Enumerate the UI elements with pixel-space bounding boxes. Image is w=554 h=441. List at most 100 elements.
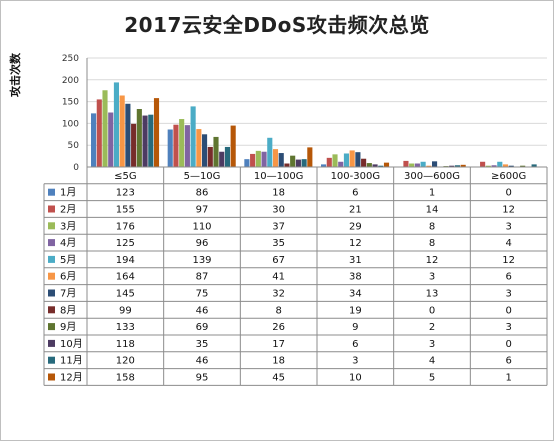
data-label: 69 — [196, 322, 209, 333]
data-label: 13 — [426, 289, 439, 300]
data-label: 4 — [429, 356, 435, 367]
data-label: 6 — [352, 339, 358, 350]
data-label: 3 — [505, 221, 511, 232]
bar — [244, 159, 250, 167]
data-label: 5 — [429, 373, 435, 384]
legend-swatch — [48, 255, 55, 263]
bar — [449, 165, 455, 167]
legend-swatch — [48, 339, 55, 347]
data-label: 0 — [505, 305, 511, 316]
data-label: 1 — [429, 188, 435, 199]
bar — [414, 163, 420, 167]
bar — [332, 154, 338, 167]
data-label: 12 — [426, 255, 439, 266]
data-label: 133 — [116, 322, 135, 333]
data-label: 3 — [352, 356, 358, 367]
bar — [284, 163, 290, 167]
data-label: 139 — [192, 255, 211, 266]
bar — [497, 161, 503, 167]
data-label: 86 — [196, 188, 209, 199]
bar — [403, 160, 409, 167]
bar — [219, 151, 225, 167]
data-label: 21 — [349, 205, 362, 216]
bar — [224, 146, 231, 167]
data-label: 75 — [196, 289, 209, 300]
data-label: 176 — [116, 221, 135, 232]
legend-label: 11月 — [60, 355, 83, 367]
bar — [326, 157, 332, 167]
legend-swatch — [48, 306, 55, 314]
bar — [485, 165, 491, 167]
data-label: 8 — [429, 238, 435, 249]
data-label: 34 — [349, 289, 362, 300]
data-label: 32 — [272, 289, 285, 300]
bar — [454, 165, 461, 167]
bar — [426, 165, 432, 167]
y-tick-label: 0 — [73, 163, 79, 173]
data-label: 10 — [349, 373, 362, 384]
bar — [383, 162, 390, 167]
bar — [290, 155, 296, 167]
x-tick-label: 10—100G — [254, 171, 304, 182]
legend-swatch — [48, 272, 55, 280]
data-label: 164 — [116, 272, 135, 283]
bar — [520, 165, 526, 167]
bar — [420, 161, 426, 167]
bar — [173, 124, 179, 167]
data-label: 35 — [196, 339, 209, 350]
bar — [372, 164, 378, 167]
data-label: 3 — [429, 339, 435, 350]
data-label: 46 — [196, 305, 209, 316]
data-label: 6 — [505, 272, 511, 283]
data-label: 45 — [272, 373, 285, 384]
data-label: 125 — [116, 238, 135, 249]
y-tick-label: 50 — [68, 141, 80, 151]
data-label: 99 — [119, 305, 132, 316]
bar — [460, 164, 466, 167]
legend-label: 12月 — [60, 372, 83, 384]
data-label: 145 — [116, 289, 135, 300]
bar — [213, 136, 219, 167]
bar — [278, 153, 284, 167]
bar — [272, 149, 279, 167]
data-label: 158 — [116, 373, 135, 384]
bar — [502, 164, 509, 167]
bar — [366, 163, 372, 167]
y-tick-label: 200 — [62, 76, 79, 86]
data-label: 18 — [272, 356, 285, 367]
legend-label: 9月 — [60, 321, 76, 333]
data-label: 37 — [272, 221, 285, 232]
data-label: 3 — [505, 289, 511, 300]
bar — [301, 159, 307, 167]
data-label: 12 — [502, 205, 515, 216]
bar — [96, 99, 102, 167]
data-label: 123 — [116, 188, 135, 199]
legend-swatch — [48, 188, 55, 196]
y-tick-label: 250 — [62, 54, 79, 64]
data-label: 19 — [349, 305, 362, 316]
bar — [508, 165, 514, 167]
x-tick-label: 300—600G — [404, 171, 460, 182]
bar — [250, 153, 256, 167]
bar — [491, 165, 497, 167]
bar — [255, 150, 261, 167]
data-label: 0 — [505, 188, 511, 199]
legend-label: 8月 — [60, 304, 76, 316]
legend-label: 7月 — [60, 288, 76, 300]
bar — [113, 82, 120, 167]
bar — [179, 119, 185, 167]
data-label: 4 — [505, 238, 511, 249]
data-label: 35 — [272, 238, 285, 249]
bar — [202, 134, 208, 167]
legend-swatch — [48, 239, 55, 247]
data-label: 31 — [349, 255, 362, 266]
data-label: 6 — [505, 356, 511, 367]
data-label: 67 — [272, 255, 285, 266]
bar — [142, 115, 148, 167]
legend-swatch — [48, 205, 55, 213]
data-label: 96 — [196, 238, 209, 249]
data-label: 87 — [196, 272, 209, 283]
bar — [261, 151, 267, 167]
bar — [343, 153, 350, 167]
